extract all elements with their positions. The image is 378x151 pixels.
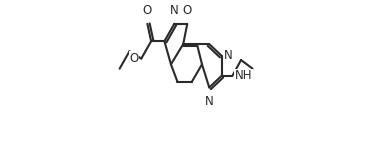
Text: N: N xyxy=(170,4,179,17)
Text: N: N xyxy=(224,49,233,62)
Text: N: N xyxy=(205,95,214,108)
Text: O: O xyxy=(183,4,192,17)
Text: NH: NH xyxy=(235,69,253,82)
Text: O: O xyxy=(143,4,152,17)
Text: O: O xyxy=(129,52,139,65)
